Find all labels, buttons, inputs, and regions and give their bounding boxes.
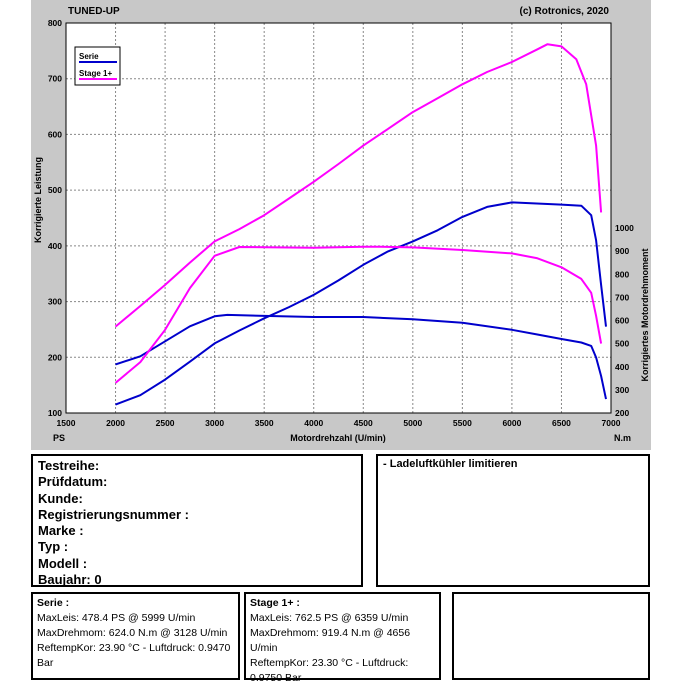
baujahr-label: Baujahr: 0: [38, 572, 102, 588]
y-tick-label-left: 200: [48, 352, 62, 362]
notes-box: - Ladeluftkühler limitieren: [376, 454, 650, 587]
y-tick-label-right: 600: [615, 316, 629, 326]
empty-box: [452, 592, 650, 680]
stage-torque-line: [114, 245, 603, 384]
y-tick-label-left: 300: [48, 297, 62, 307]
x-tick-label: 4500: [354, 418, 373, 428]
stage-power-line: [114, 43, 603, 328]
y-tick-label-left: 600: [48, 129, 62, 139]
x-tick-label: 3500: [255, 418, 274, 428]
registrierungsnummer-label: Registrierungsnummer :: [38, 506, 189, 522]
x-tick-label: 7000: [602, 418, 621, 428]
result-serie-maxdrehmom: MaxDrehmom: 624.0 N.m @ 3128 U/min: [37, 627, 228, 639]
result-stage-reftemp: ReftempKor: 23.30 °C - Luftdruck: 0.9750…: [250, 657, 409, 684]
y-tick-label-left: 400: [48, 241, 62, 251]
y-tick-label-right: 700: [615, 292, 629, 302]
x-unit-left: PS: [53, 433, 65, 443]
result-serie-maxleis: MaxLeis: 478.4 PS @ 5999 U/min: [37, 612, 196, 624]
kunde-label: Kunde:: [38, 490, 83, 506]
serie-torque-line: [115, 313, 607, 400]
note-text: - Ladeluftkühler limitieren: [383, 458, 518, 470]
x-unit-right: N.m: [614, 433, 631, 443]
modell-label: Modell :: [38, 555, 88, 571]
marke-label: Marke :: [38, 523, 84, 539]
y-axis-label-right: Korrigiertes Motordrehmoment: [640, 248, 650, 381]
tick-label-layer: 1500 2000 2500 3000 3500 4000 4500 5000 5500 6000…: [48, 18, 634, 428]
y-axis-label-left: Korrigierte Leistung: [33, 157, 43, 243]
x-tick-label: 6000: [502, 418, 521, 428]
vehicle-info-box: Testreihe: Prüfdatum: Kunde: Registrieru…: [31, 454, 363, 587]
dyno-chart-panel: 1500 2000 2500 3000 3500 4000 4500 5000 5500 6000…: [31, 0, 651, 450]
y-tick-label-right: 1000: [615, 223, 634, 233]
plot-area: [66, 23, 611, 413]
x-tick-label: 2500: [156, 418, 175, 428]
pruefdatum-label: Prüfdatum:: [38, 474, 108, 490]
y-tick-label-left: 100: [48, 408, 62, 418]
result-stage-maxleis: MaxLeis: 762.5 PS @ 6359 U/min: [250, 612, 409, 624]
result-serie-box: Serie : MaxLeis: 478.4 PS @ 5999 U/min M…: [31, 592, 240, 680]
x-axis-label: Motordrehzahl (U/min): [290, 433, 386, 443]
result-stage-maxdrehmom: MaxDrehmom: 919.4 N.m @ 4656 U/min: [250, 627, 411, 654]
x-tick-label: 1500: [57, 418, 76, 428]
y-tick-label-right: 300: [615, 385, 629, 395]
x-tick-label: 6500: [552, 418, 571, 428]
y-tick-label-right: 400: [615, 362, 629, 372]
x-tick-label: 4000: [304, 418, 323, 428]
plot-frame: [65, 22, 612, 414]
legend: Serie Stage 1+: [74, 46, 121, 86]
x-tick-label: 5500: [453, 418, 472, 428]
y-tick-label-left: 800: [48, 18, 62, 28]
y-tick-label-right: 800: [615, 269, 629, 279]
y-tick-label-left: 500: [48, 185, 62, 195]
chart-title-left: TUNED-UP: [68, 6, 120, 17]
y-tick-label-right: 500: [615, 339, 629, 349]
typ-label: Typ :: [38, 539, 69, 555]
result-serie-reftemp: ReftempKor: 23.90 °C - Luftdruck: 0.9470…: [37, 642, 231, 669]
grid-layer: [66, 23, 611, 413]
legend-serie-label: Serie: [79, 52, 99, 61]
result-serie-title: Serie :: [37, 597, 70, 609]
dyno-chart: 1500 2000 2500 3000 3500 4000 4500 5000 5500 6000…: [33, 6, 650, 443]
chart-title-right: (c) Rotronics, 2020: [520, 6, 610, 17]
legend-stage-label: Stage 1+: [79, 69, 112, 78]
y-tick-label-left: 700: [48, 74, 62, 84]
x-tick-label: 3000: [205, 418, 224, 428]
x-tick-label: 5000: [403, 418, 422, 428]
result-stage-title: Stage 1+ :: [250, 597, 300, 609]
y-tick-label-right: 200: [615, 408, 629, 418]
series-layer: [114, 43, 607, 406]
x-tick-label: 2000: [106, 418, 125, 428]
result-stage-box: Stage 1+ : MaxLeis: 762.5 PS @ 6359 U/mi…: [244, 592, 441, 684]
testreihe-label: Testreihe:: [38, 458, 100, 473]
y-tick-label-right: 900: [615, 246, 629, 256]
